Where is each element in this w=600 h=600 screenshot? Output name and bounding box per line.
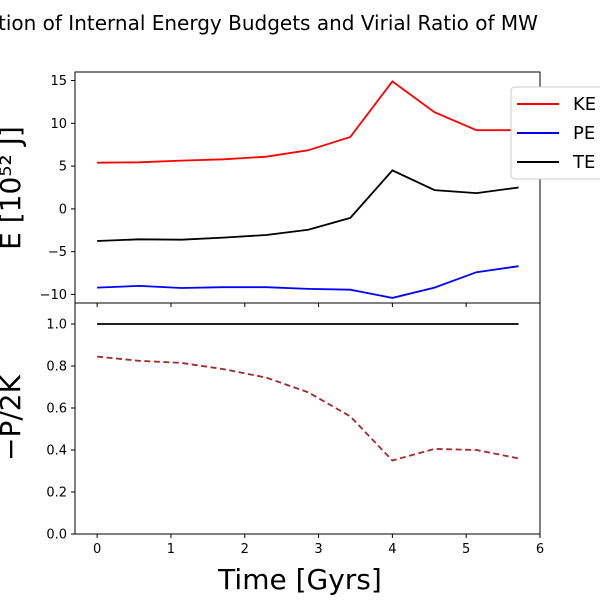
plot-frame bbox=[74, 302, 541, 535]
series-line-series-1 bbox=[97, 355, 519, 462]
x-tick-label: 0 bbox=[93, 542, 101, 557]
y-tick-label: −5 bbox=[48, 245, 67, 260]
y-tick-label: 0.2 bbox=[46, 486, 67, 501]
y-tick-label: 0.8 bbox=[46, 360, 67, 375]
legend-label-ke: KE bbox=[573, 94, 596, 115]
chart-title: tion of Internal Energy Budgets and Viri… bbox=[0, 11, 538, 35]
y-tick-label: 0.6 bbox=[46, 402, 67, 417]
energy-panel: −10 −5 0 5 10 15 bbox=[40, 71, 541, 307]
y-tick-label: 0.0 bbox=[46, 528, 67, 543]
plot-frame bbox=[74, 71, 541, 304]
legend-label-te: TE bbox=[572, 152, 595, 173]
y-tick-label: 1.0 bbox=[46, 318, 67, 333]
series-line-ke bbox=[97, 80, 519, 164]
x-tick-label: 5 bbox=[462, 542, 470, 557]
x-axis-label: Time [Gyrs] bbox=[217, 563, 382, 596]
x-tick-label: 6 bbox=[536, 542, 544, 557]
y-axis-label-virial: −P/2K bbox=[0, 374, 27, 461]
x-tick-label: 1 bbox=[167, 542, 175, 557]
y-tick-label: 0 bbox=[59, 202, 67, 217]
y-tick-label: −10 bbox=[40, 288, 67, 303]
y-tick-label: 5 bbox=[59, 160, 67, 175]
y-axis-label-energy: E [10⁵² J] bbox=[0, 126, 27, 250]
y-tick-label: 15 bbox=[50, 74, 67, 89]
x-tick-label: 2 bbox=[241, 542, 249, 557]
virial-ratio-panel: 0.0 0.2 0.4 0.6 0.8 1.0 0 1 2 3 4 5 6 bbox=[46, 302, 544, 557]
x-tick-label: 3 bbox=[314, 542, 322, 557]
series-line-te bbox=[97, 169, 519, 242]
y-tick-label: 10 bbox=[50, 117, 67, 132]
legend-label-pe: PE bbox=[573, 123, 595, 144]
series-line-pe bbox=[97, 265, 519, 299]
x-tick-label: 4 bbox=[388, 542, 396, 557]
legend: KE PE TE bbox=[510, 86, 600, 180]
y-tick-label: 0.4 bbox=[46, 444, 67, 459]
